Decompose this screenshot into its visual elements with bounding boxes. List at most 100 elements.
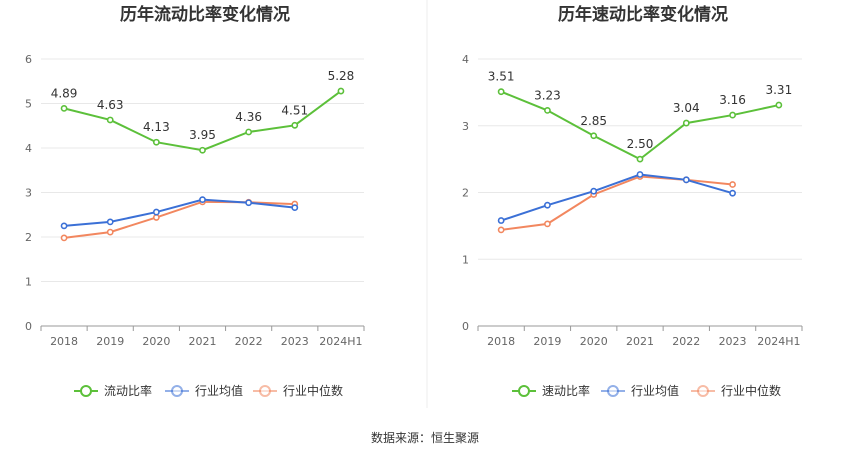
data-point	[291, 204, 299, 212]
legend-marker	[171, 385, 183, 397]
legend-label: 行业中位数	[283, 383, 343, 398]
legend-item-3: 行业中位数	[253, 383, 343, 398]
legend-label: 行业中位数	[721, 383, 781, 398]
data-point	[152, 138, 160, 146]
y-tick-label: 6	[25, 53, 32, 66]
legend-marker	[607, 385, 619, 397]
chart-title: 历年流动比率变化情况	[120, 4, 290, 25]
y-tick-label: 2	[462, 187, 469, 200]
data-point	[636, 155, 644, 163]
data-point	[497, 88, 505, 96]
x-tick-label: 2023	[719, 335, 747, 348]
data-point	[729, 181, 736, 188]
y-tick-label: 3	[25, 187, 32, 200]
legend-label: 行业均值	[631, 383, 679, 398]
data-label: 3.23	[534, 88, 561, 102]
legend-item-3: 行业中位数	[691, 383, 781, 398]
x-tick-label: 2023	[281, 335, 309, 348]
y-tick-label: 3	[462, 120, 469, 133]
data-source-note: 数据来源：恒生聚源	[370, 431, 479, 445]
data-label: 2.85	[580, 114, 607, 128]
y-tick-label: 0	[462, 320, 469, 333]
data-point	[337, 87, 345, 95]
data-point	[199, 196, 206, 204]
legend-label: 行业均值	[195, 383, 243, 398]
data-point	[245, 128, 253, 136]
data-point	[106, 218, 114, 226]
legend-item-1: 流动比率	[74, 383, 152, 398]
x-tick-label: 2022	[672, 335, 700, 348]
x-tick-label: 2022	[235, 335, 263, 348]
data-label: 5.28	[328, 69, 355, 83]
data-label: 4.13	[143, 120, 170, 134]
x-tick-label: 2021	[189, 335, 217, 348]
data-point	[152, 214, 160, 221]
legend-marker	[80, 385, 92, 397]
x-tick-label: 2018	[50, 335, 78, 348]
legend-marker	[518, 385, 530, 397]
chart-2: 历年速动比率变化情况 0 1 2 3 4 2018 2019 2020 2021 2022 2023 2…	[462, 4, 803, 398]
data-label: 4.89	[51, 86, 78, 100]
y-tick-label: 2	[25, 231, 32, 244]
y-tick-label: 1	[25, 276, 32, 289]
legend-label: 流动比率	[104, 383, 152, 398]
data-point	[291, 121, 299, 129]
data-label: 2.50	[627, 137, 654, 151]
data-point	[60, 222, 68, 230]
data-label: 3.31	[765, 83, 792, 97]
x-tick-label: 2024H1	[319, 335, 362, 348]
data-label: 3.04	[673, 101, 700, 115]
y-tick-label: 1	[462, 253, 469, 266]
data-point	[682, 119, 690, 127]
data-point	[729, 111, 736, 119]
data-point	[199, 146, 206, 154]
y-tick-label: 5	[25, 98, 32, 111]
x-tick-label: 2020	[580, 335, 608, 348]
data-point	[152, 208, 160, 216]
x-tick-label: 2020	[142, 335, 170, 348]
series-line-2	[500, 173, 733, 222]
x-tick-label: 2019	[96, 335, 124, 348]
legend-item-2: 行业均值	[165, 383, 243, 398]
chart-1: 历年流动比率变化情况 0 1 2 3 4 5 6 2018 2019 2020 2021 2022 202…	[25, 4, 365, 398]
data-point	[544, 106, 551, 114]
data-label: 4.36	[235, 110, 262, 124]
legend-marker	[697, 385, 709, 397]
x-tick-label: 2024H1	[757, 335, 800, 348]
series-line-2	[63, 198, 295, 227]
chart-title: 历年速动比率变化情况	[558, 4, 728, 25]
data-label: 4.51	[281, 103, 308, 117]
y-tick-label: 0	[25, 320, 32, 333]
data-point	[245, 199, 253, 207]
legend-item-1: 速动比率	[512, 383, 590, 398]
data-point	[729, 189, 736, 197]
legend-item-2: 行业均值	[601, 383, 679, 398]
data-point	[60, 104, 68, 112]
data-point	[590, 132, 598, 140]
y-tick-label: 4	[25, 142, 32, 155]
data-point	[636, 171, 644, 178]
data-label: 3.95	[189, 128, 216, 142]
data-point	[497, 217, 505, 224]
data-point	[682, 176, 690, 184]
data-label: 3.16	[719, 93, 746, 107]
legend-marker	[259, 385, 271, 397]
x-tick-label: 2019	[533, 335, 561, 348]
legend-label: 速动比率	[542, 383, 590, 398]
data-point	[775, 101, 783, 109]
data-label: 4.63	[97, 98, 124, 112]
data-point	[590, 187, 598, 195]
series-line-3	[501, 175, 733, 231]
y-tick-label: 4	[462, 53, 469, 66]
data-point	[106, 228, 114, 236]
data-point	[544, 201, 551, 209]
data-point	[106, 116, 114, 124]
data-point	[497, 226, 505, 234]
data-point	[60, 234, 68, 242]
x-tick-label: 2018	[487, 335, 515, 348]
data-point	[544, 220, 551, 228]
series-line-3	[63, 200, 295, 239]
x-tick-label: 2021	[626, 335, 654, 348]
